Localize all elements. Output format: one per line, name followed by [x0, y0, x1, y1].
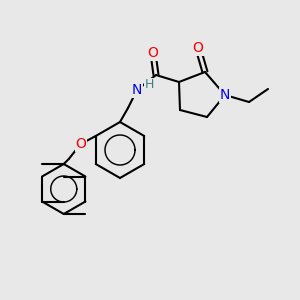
- Text: O: O: [193, 41, 203, 55]
- Text: N: N: [220, 88, 230, 102]
- Text: N: N: [132, 83, 142, 97]
- Text: H: H: [144, 79, 154, 92]
- Text: O: O: [148, 46, 158, 60]
- Text: O: O: [75, 137, 86, 151]
